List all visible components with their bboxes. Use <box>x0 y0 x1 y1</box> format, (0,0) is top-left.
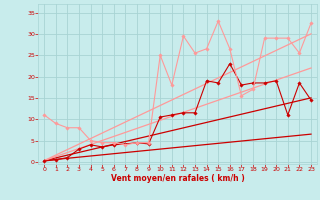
X-axis label: Vent moyen/en rafales ( km/h ): Vent moyen/en rafales ( km/h ) <box>111 174 244 183</box>
